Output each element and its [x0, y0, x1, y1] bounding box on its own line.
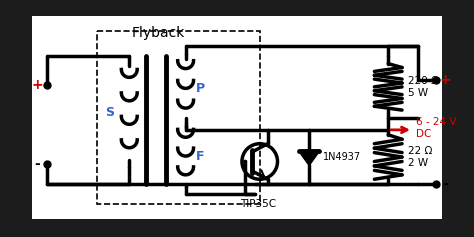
Text: +: +	[32, 78, 43, 92]
Text: 22 Ω
2 W: 22 Ω 2 W	[408, 146, 432, 168]
Text: TIP35C: TIP35C	[240, 199, 276, 209]
Polygon shape	[299, 151, 319, 165]
Text: -: -	[35, 157, 40, 171]
Bar	[32, 16, 442, 219]
Text: -: -	[443, 177, 448, 191]
Text: +: +	[440, 73, 451, 87]
Text: Flyback: Flyback	[131, 26, 185, 40]
Text: S: S	[105, 105, 114, 118]
Bar	[32, 16, 442, 219]
Text: P: P	[196, 82, 205, 95]
Text: 220 Ω
5 W: 220 Ω 5 W	[408, 76, 439, 98]
Text: 1N4937: 1N4937	[323, 151, 361, 162]
Text: F: F	[196, 150, 205, 163]
Text: 6 - 24 V
DC: 6 - 24 V DC	[416, 117, 456, 139]
Bar	[97, 31, 260, 204]
